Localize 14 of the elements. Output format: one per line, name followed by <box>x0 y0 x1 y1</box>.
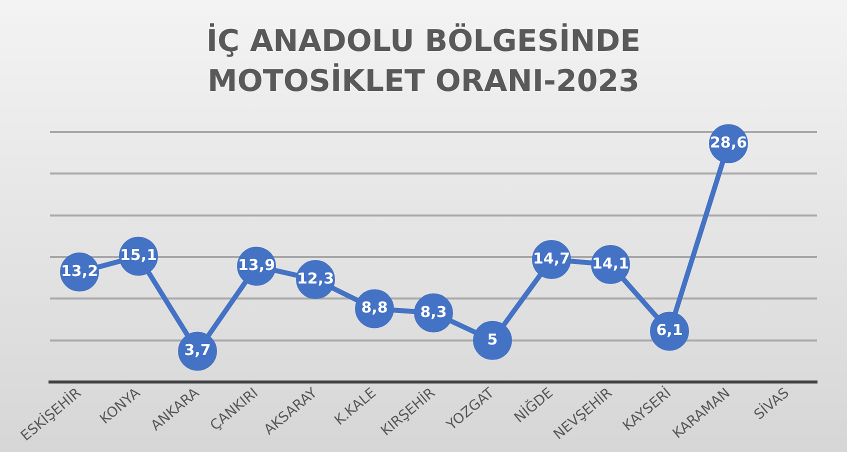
data-label: 5 <box>487 330 498 348</box>
data-label: 14,1 <box>592 254 630 272</box>
data-label: 28,6 <box>710 134 748 152</box>
data-label: 3,7 <box>184 341 211 360</box>
data-label: 13,9 <box>238 256 276 274</box>
data-label: 15,1 <box>120 246 158 264</box>
chart-title: İÇ ANADOLU BÖLGESİNDE MOTOSİKLET ORANI-2023 <box>205 22 642 101</box>
data-label: 8,8 <box>361 298 388 317</box>
data-label: 12,3 <box>296 269 334 288</box>
data-label: 6,1 <box>656 321 683 340</box>
point <box>473 320 512 360</box>
data-label: 14,7 <box>532 249 570 268</box>
data-label: 8,3 <box>420 302 447 321</box>
data-label: 13,2 <box>60 262 98 280</box>
